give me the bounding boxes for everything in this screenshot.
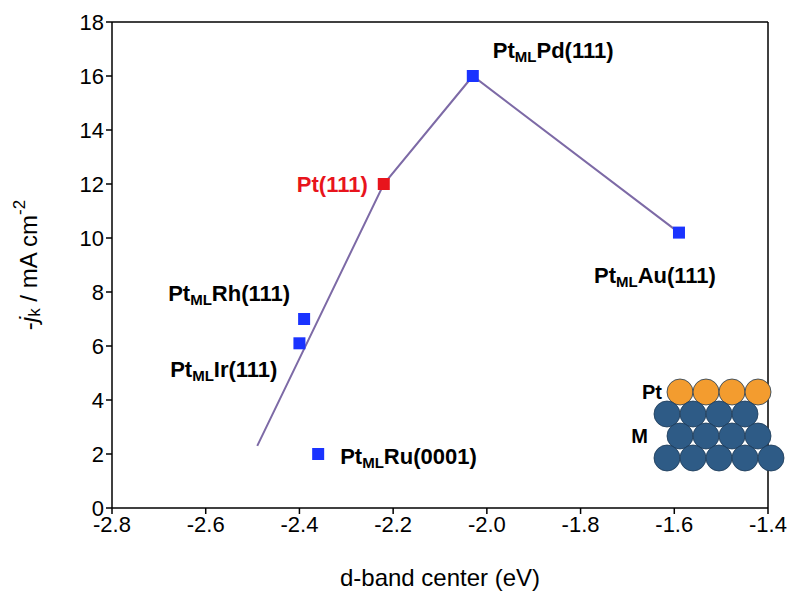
svg-text:PtMLPd(111): PtMLPd(111) [493,38,614,65]
svg-text:-2.6: -2.6 [187,512,225,537]
svg-text:-jk / mA cm-2: -jk / mA cm-2 [10,200,44,330]
svg-text:6: 6 [92,334,104,359]
svg-text:-1.4: -1.4 [749,512,787,537]
svg-text:PtMLAu(111): PtMLAu(111) [594,262,716,289]
svg-text:2: 2 [92,442,104,467]
svg-text:-2.8: -2.8 [93,511,131,537]
svg-text:18: 18 [80,10,104,35]
svg-text:-2.2: -2.2 [374,512,412,537]
svg-text:4: 4 [92,388,104,413]
svg-text:0: 0 [92,496,104,521]
svg-text:-1.6: -1.6 [655,512,693,537]
svg-text:16: 16 [80,64,104,89]
svg-text:Pt(111): Pt(111) [297,172,368,197]
svg-text:PtMLRu(0001): PtMLRu(0001) [340,444,477,471]
svg-text:-2.4: -2.4 [280,512,318,537]
svg-text:Pt: Pt [642,381,662,403]
svg-text:PtMLIr(111): PtMLIr(111) [170,357,277,384]
svg-text:-2.0: -2.0 [468,512,506,537]
svg-text:-1.8: -1.8 [562,512,600,537]
svg-text:PtMLRh(111): PtMLRh(111) [168,281,290,308]
svg-text:14: 14 [80,118,104,143]
svg-text:12: 12 [80,172,104,197]
svg-text:M: M [631,425,648,447]
svg-text:10: 10 [80,226,104,251]
svg-text:d-band center (eV): d-band center (eV) [340,564,540,591]
svg-text:8: 8 [92,280,104,305]
